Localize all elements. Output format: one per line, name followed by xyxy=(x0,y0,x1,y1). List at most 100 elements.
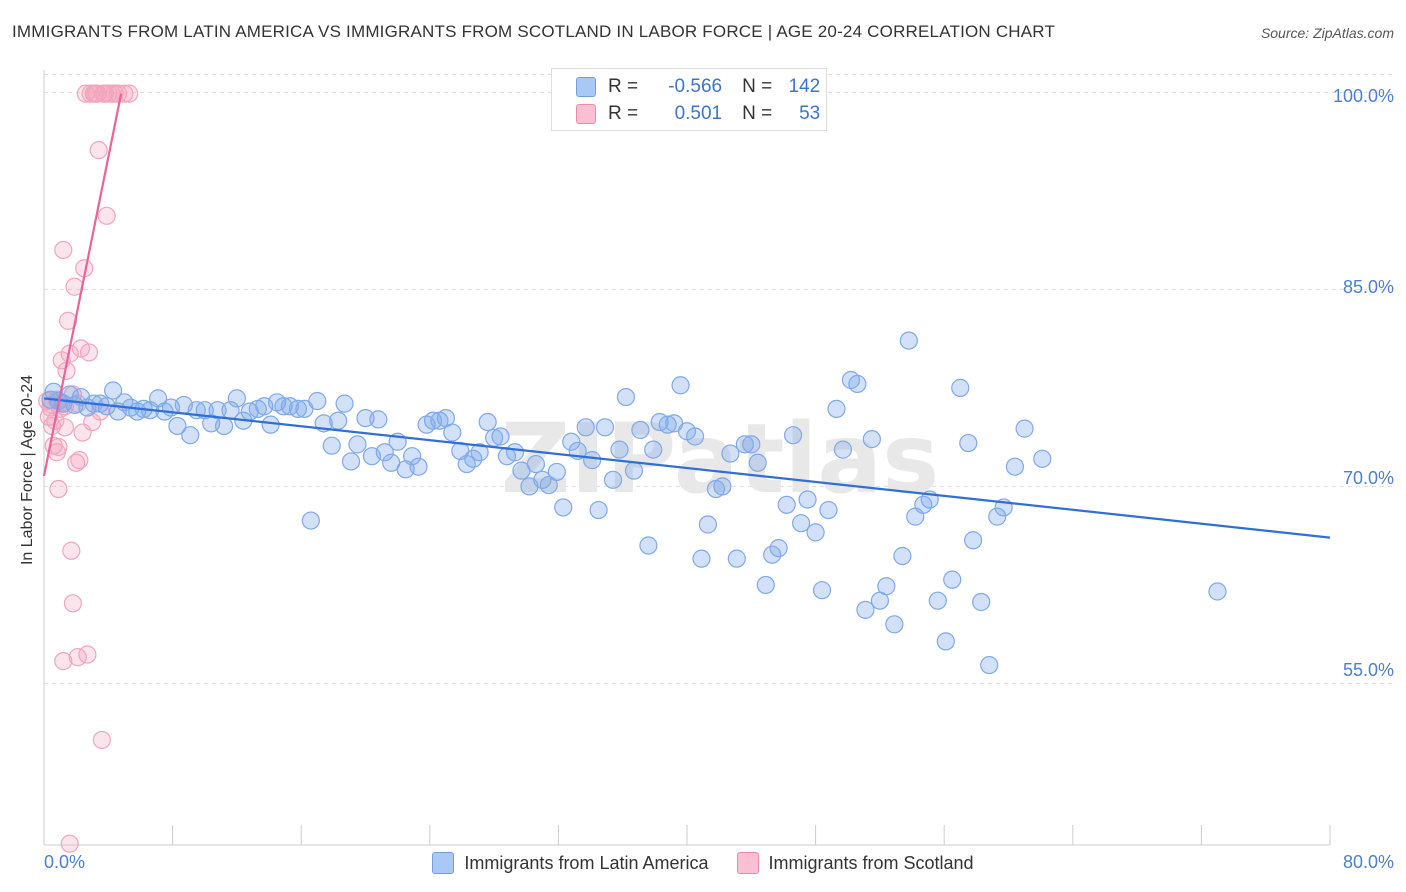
point-latin-america xyxy=(812,581,832,600)
point-scotland xyxy=(62,541,81,560)
point-latin-america xyxy=(214,416,234,436)
x-tick-label-max: 80.0% xyxy=(1342,852,1394,872)
n-value-scotland: 53 xyxy=(799,103,821,124)
point-latin-america xyxy=(443,423,462,442)
r-label: R = xyxy=(608,103,639,124)
chart-title: IMMIGRANTS FROM LATIN AMERICA VS IMMIGRA… xyxy=(12,22,1056,41)
point-latin-america xyxy=(369,410,388,429)
point-latin-america xyxy=(951,378,970,397)
point-scotland xyxy=(79,343,99,362)
point-latin-america xyxy=(777,495,796,514)
point-scotland xyxy=(59,311,78,330)
point-scotland xyxy=(60,834,79,853)
point-latin-america xyxy=(798,490,817,509)
point-latin-america xyxy=(735,435,754,454)
point-latin-america xyxy=(727,549,746,568)
y-axis-label: In Labor Force | Age 20-24 xyxy=(19,374,36,566)
point-latin-america xyxy=(322,436,341,455)
point-latin-america xyxy=(464,449,483,468)
point-scotland xyxy=(95,84,115,103)
point-latin-america xyxy=(713,477,732,496)
series-scotland-points xyxy=(38,84,139,853)
point-latin-america xyxy=(792,514,811,533)
point-latin-america xyxy=(959,433,978,453)
point-latin-america xyxy=(583,451,602,470)
point-latin-america xyxy=(988,507,1007,526)
point-latin-america xyxy=(748,453,767,472)
point-latin-america xyxy=(644,440,663,459)
point-latin-america xyxy=(341,452,361,471)
bottom-legend: Immigrants from Latin America Immigrants… xyxy=(0,852,1406,874)
point-latin-america xyxy=(104,381,123,400)
y-tick-label-70: 70.0% xyxy=(1342,468,1394,488)
point-latin-america xyxy=(595,418,615,437)
point-scotland xyxy=(97,206,116,225)
point-latin-america xyxy=(288,399,308,418)
n-label: N = xyxy=(742,103,773,124)
legend-item-scotland: Immigrants from Scotland xyxy=(736,852,974,874)
point-scotland xyxy=(55,418,74,437)
point-scotland xyxy=(89,141,108,160)
point-latin-america xyxy=(658,415,677,434)
point-latin-america xyxy=(964,531,983,550)
point-latin-america xyxy=(478,412,497,432)
point-latin-america xyxy=(806,523,825,542)
point-latin-america xyxy=(885,615,904,634)
point-latin-america xyxy=(943,570,962,589)
point-latin-america xyxy=(848,374,867,394)
point-latin-america xyxy=(168,416,187,436)
point-latin-america xyxy=(539,475,558,495)
trend-line-latin-america xyxy=(43,397,1331,539)
gridlines xyxy=(44,73,1395,684)
point-latin-america xyxy=(505,443,525,462)
point-latin-america xyxy=(763,545,782,564)
legend-swatch-latin-america xyxy=(432,852,455,874)
point-latin-america xyxy=(1208,582,1227,601)
point-scotland xyxy=(49,479,68,499)
point-latin-america xyxy=(721,444,740,463)
point-latin-america xyxy=(375,443,394,462)
legend-label-scotland: Immigrants from Scotland xyxy=(768,852,974,873)
source-credit: Source: ZipAtlas.com xyxy=(1260,25,1394,41)
axes xyxy=(43,70,1331,846)
point-latin-america xyxy=(624,461,644,480)
point-latin-america xyxy=(698,515,717,534)
point-latin-america xyxy=(403,447,422,466)
point-latin-america xyxy=(1033,449,1052,468)
point-latin-america xyxy=(589,500,608,520)
point-latin-america xyxy=(833,440,853,459)
point-latin-america xyxy=(756,575,775,595)
n-value-latin-america: 142 xyxy=(788,76,821,97)
point-scotland xyxy=(54,652,73,671)
y-tick-label-85: 85.0% xyxy=(1342,277,1394,297)
point-scotland xyxy=(81,84,100,103)
point-latin-america xyxy=(980,655,999,675)
r-value-latin-america: -0.566 xyxy=(668,76,723,97)
point-latin-america xyxy=(819,500,838,520)
legend-swatch-scotland xyxy=(576,104,596,124)
point-latin-america xyxy=(308,391,327,411)
point-latin-america xyxy=(671,376,690,395)
point-latin-america xyxy=(631,420,650,440)
point-scotland xyxy=(49,437,68,457)
point-latin-america xyxy=(899,331,918,350)
stats-legend: R = -0.566 N = 142 R = 0.501 N = 53 xyxy=(551,68,827,131)
watermark: ZIPatlas xyxy=(501,403,940,515)
point-latin-america xyxy=(862,430,881,449)
r-label: R = xyxy=(608,76,639,97)
point-scotland xyxy=(63,594,83,613)
point-latin-america xyxy=(526,454,545,474)
point-latin-america xyxy=(274,397,293,416)
point-latin-america xyxy=(181,426,200,445)
point-latin-america xyxy=(639,536,658,555)
point-latin-america xyxy=(547,462,566,482)
point-latin-america xyxy=(470,443,489,462)
point-scotland xyxy=(70,451,89,470)
legend-label-latin-america: Immigrants from Latin America xyxy=(464,852,709,873)
point-latin-america xyxy=(742,435,761,454)
point-scotland xyxy=(92,730,111,750)
point-latin-america xyxy=(893,546,912,566)
point-scotland xyxy=(78,645,97,664)
point-latin-america xyxy=(928,591,947,610)
point-latin-america xyxy=(936,632,955,651)
